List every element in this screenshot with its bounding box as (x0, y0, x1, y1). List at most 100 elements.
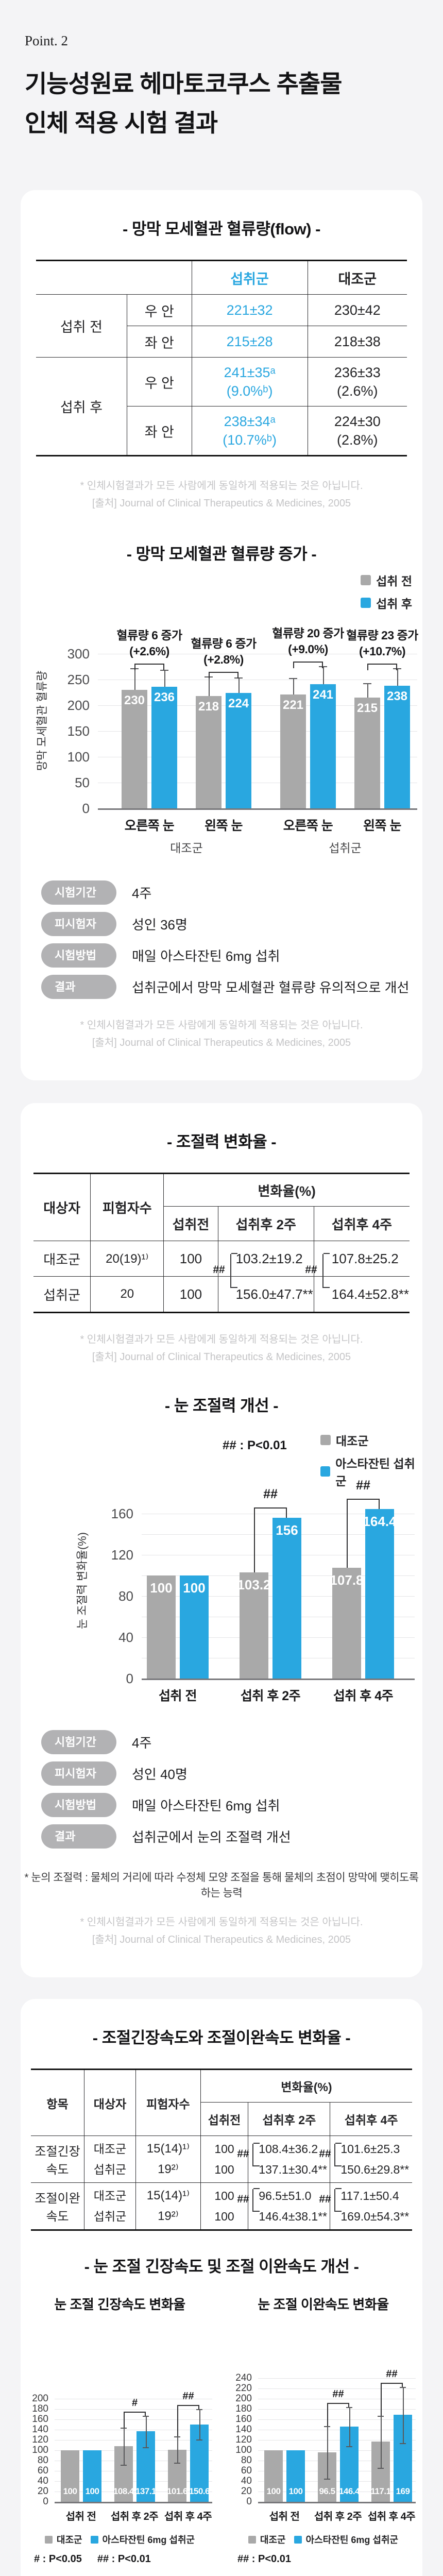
before-control: 100 (214, 2142, 234, 2156)
bar-value-label: 156 (276, 1522, 298, 1538)
control-sub: (2.6%) (337, 383, 378, 399)
x-axis-label: 왼쪽 눈 (363, 819, 401, 834)
significance-bracket: ## (237, 2143, 260, 2167)
error-bar-cap (319, 666, 327, 668)
intake-value: 238±34ᵃ (10.7%ᵇ) (191, 406, 308, 456)
bar-value-label: 224 (228, 697, 249, 711)
x-axis-label: 섭취 후 4주 (164, 2511, 212, 2523)
y-axis-label: 눈 조절력 변화율(%) (76, 1532, 89, 1630)
legend-swatch-control (44, 2535, 53, 2544)
legend-label-control: 대조군 (56, 2535, 82, 2546)
error-bar-cap (324, 2426, 330, 2427)
week4-intake: 150.6±29.8** (340, 2163, 410, 2177)
p-note-2: ## : P<0.01 (97, 2553, 151, 2565)
control-value: 230±42 (307, 294, 407, 327)
error-bar (177, 2436, 178, 2463)
error-bar-cap (363, 683, 371, 685)
eye-label: 좌 안 (127, 326, 192, 358)
y-tick-label: 20 (37, 2486, 48, 2497)
gridline (55, 2481, 212, 2482)
control-value: 224±30 (2.8%) (307, 406, 407, 456)
header-n: 피험자수 (135, 2069, 201, 2137)
y-tick-label: 150 (67, 723, 90, 739)
error-bar-cap (393, 668, 401, 670)
table-row: 좌 안 238±34ᵃ (10.7%ᵇ) 224±30 (2.8%) (36, 406, 407, 456)
p-note-1: # : P<0.05 (34, 2553, 82, 2565)
bar-value-label: 100 (150, 1580, 173, 1596)
before-intake: 100 (214, 2210, 234, 2224)
control-main: 224±30 (334, 414, 381, 430)
bar-value-label: 100 (266, 2486, 281, 2497)
page-title-line2: 인체 적용 시험 결과 (25, 109, 218, 137)
gridline (55, 2419, 212, 2420)
x-axis-label: 섭취 후 2주 (240, 1689, 301, 1704)
info-row-result: 결과 섭취군에서 망막 모세혈관 혈류량 유의적으로 개선 (41, 975, 409, 999)
disclaimer-line: * 인체시험결과가 모든 사람에게 동일하게 적용되는 것은 아닙니다. (80, 1334, 363, 1346)
significance-bracket (381, 2382, 403, 2384)
info-row-result: 결과 섭취군에서 눈의 조절력 개선 (41, 1824, 402, 1849)
error-bar (349, 2406, 350, 2446)
significance-bracket: ## (237, 2188, 260, 2212)
gridline (258, 2409, 416, 2410)
bar-value-label: 169 (396, 2486, 410, 2497)
info-value-subjects: 성인 36명 (132, 917, 188, 933)
row-header-after: 섭취 후 (36, 357, 127, 456)
bar-value-label: 107.8 (330, 1572, 364, 1588)
gridline (258, 2502, 416, 2504)
error-bar (323, 666, 324, 685)
legend-swatch-astaxanthin (320, 1466, 331, 1477)
mini-charts-row: 눈 조절 긴장속도 변화율 0 20 40 60 80 100 120 140 160 180 20… (21, 2294, 422, 2565)
significance-bracket (347, 1499, 380, 1500)
bar (384, 686, 410, 809)
table-row-control: 대조군 20(19)¹⁾ 100 103.2±19.2 107.8±25.2 (33, 1241, 410, 1277)
info-pill-subjects: 피시험자수 (41, 912, 116, 955)
item-label: 조절긴장속도 (31, 2136, 85, 2183)
error-bar-cap (160, 670, 168, 671)
header-subject: 대상자 (84, 2069, 136, 2137)
source-line: [출처] Journal of Clinical Therapeutics & … (92, 1351, 351, 1363)
error-bar (164, 670, 165, 687)
comparison-bracket (209, 672, 238, 679)
comparison-bracket (293, 662, 323, 669)
tension-speed-chart-block: 눈 조절 긴장속도 변화율 0 20 40 60 80 100 120 140 160 180 20… (21, 2294, 219, 2565)
info-value-subjects: 성인 40명 (132, 1767, 188, 1783)
significance-mark: ## (263, 1487, 278, 1502)
y-tick-label: 120 (235, 2434, 252, 2446)
subject-intake: 섭취군 (93, 2210, 127, 2224)
bar (280, 694, 306, 809)
bar-value-label: 100 (85, 2486, 99, 2497)
error-bar-cap (289, 678, 297, 680)
table-subheader-row: 섭취전 섭취후 2주 섭취후 4주 (33, 1206, 410, 1242)
y-tick-label: 120 (32, 2434, 48, 2446)
error-bar-cap (400, 2386, 406, 2388)
source-line: [출처] Journal of Clinical Therapeutics & … (92, 498, 351, 510)
week4-value: 107.8±25.2 (313, 1241, 410, 1277)
header-subject: 대상자 (33, 1173, 91, 1242)
table-row: 섭취 후 우 안 241±35ᵃ (9.0%ᵇ) 236±33 (2.6%) (36, 357, 407, 456)
significance-mark: ## (182, 2390, 194, 2402)
row-header-before: 섭취 전 (36, 294, 127, 358)
significance-mark: # (131, 2397, 138, 2409)
header-week4: 섭취후 4주 (330, 2102, 412, 2137)
info-pill-result: 결과 (41, 1824, 116, 1849)
subject-control: 대조군 (93, 2142, 127, 2156)
y-tick-label: 20 (241, 2486, 252, 2497)
trial-info-list: 시험기간 4주 피시험자수 성인 36명 시험방법 매일 아스타잔틴 6mg 섭… (41, 880, 409, 999)
x-axis-label: 오른쪽 눈 (283, 819, 333, 834)
legend-swatch-after (361, 598, 371, 608)
before-value: 100 (163, 1276, 218, 1313)
legend-item-before: 섭취 전 (361, 571, 412, 589)
y-tick-label: 100 (32, 2445, 48, 2456)
y-tick-label: 250 (67, 672, 90, 688)
info-row-method: 시험방법 매일 아스타잔틴 6mg 섭취 (41, 1793, 402, 1818)
before-intake: 100 (214, 2163, 234, 2177)
info-pill-method: 시험방법 (41, 1793, 116, 1818)
col-header-control: 대조군 (307, 260, 407, 295)
info-pill-period: 시험기간 (41, 1730, 116, 1755)
legend-item-astaxanthin: 아스타잔틴 6mg 섭취군 (294, 2533, 398, 2546)
y-tick-label: 0 (126, 1671, 133, 1687)
p-note-1: ## : P<0.01 (237, 2553, 291, 2565)
legend-item-control: 대조군 (248, 2533, 286, 2546)
x-axis-label: 섭취 후 4주 (333, 1689, 394, 1704)
y-tick-label: 140 (235, 2424, 252, 2435)
